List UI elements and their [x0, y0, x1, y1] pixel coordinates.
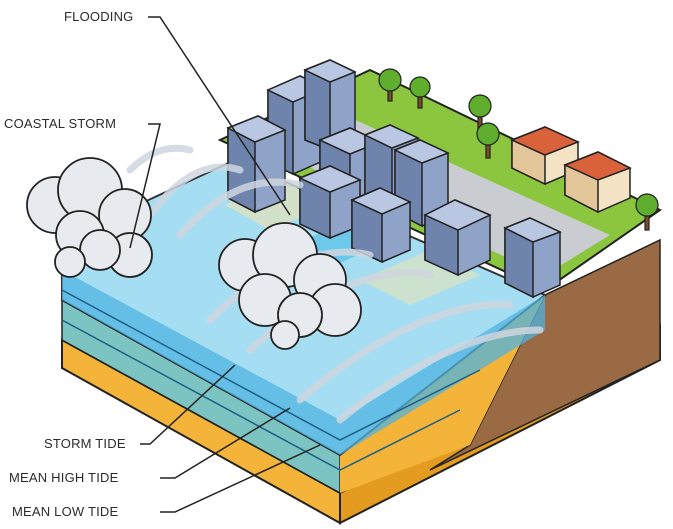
storm-tide-leader	[140, 364, 236, 445]
tree	[378, 68, 402, 102]
houses	[510, 126, 632, 214]
building	[350, 187, 412, 264]
sea-deep-band	[62, 270, 545, 455]
storm-tide-label: STORM TIDE	[44, 436, 126, 451]
mean-high-tide-line	[61, 289, 481, 441]
building	[503, 217, 562, 299]
storm-cloud	[26, 157, 153, 278]
trees	[378, 68, 659, 231]
mean-low-tide-line	[61, 319, 461, 471]
storm-cloud	[218, 222, 362, 350]
city-buildings	[226, 59, 562, 299]
leader-lines	[129, 16, 321, 513]
tree	[476, 122, 500, 159]
mean-low-tide-label: MEAN LOW TIDE	[12, 504, 119, 519]
building	[298, 165, 362, 240]
building	[423, 199, 492, 277]
mean-low-tide-leader	[160, 444, 321, 513]
mean-high-tide-label: MEAN HIGH TIDE	[9, 470, 119, 485]
building	[303, 59, 357, 152]
coastal-storm-leader	[129, 123, 161, 249]
tree	[635, 193, 659, 231]
mean-high-tide-leader	[160, 407, 291, 479]
house	[510, 126, 580, 186]
flooding-leader	[148, 16, 291, 216]
flooding-label: FLOODING	[64, 9, 134, 24]
tree	[409, 76, 431, 109]
coastal-storm-label: COASTAL STORM	[4, 116, 117, 131]
tree	[468, 94, 492, 131]
house	[563, 151, 632, 214]
